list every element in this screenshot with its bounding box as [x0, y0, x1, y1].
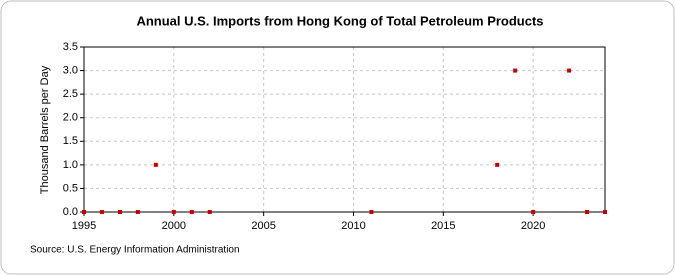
plot-frame: [83, 46, 606, 213]
source-note: Source: U.S. Energy Information Administ…: [30, 245, 240, 256]
point: [207, 210, 212, 214]
point: [585, 210, 590, 214]
point: [567, 68, 572, 73]
y-tick-label: 0.5: [63, 182, 78, 194]
point: [135, 210, 140, 214]
point: [189, 210, 194, 214]
point: [153, 162, 158, 167]
point: [603, 210, 607, 214]
point: [495, 162, 500, 167]
y-tick-label: 1.0: [63, 159, 78, 171]
y-tick-label: 2.0: [63, 112, 78, 124]
y-tick-label: 3.0: [63, 64, 78, 76]
x-tick-label: 2020: [521, 220, 545, 232]
y-tick-label: 3.5: [63, 41, 78, 53]
y-tick-label: 1.5: [63, 135, 78, 147]
point: [171, 210, 176, 214]
x-tick-label: 2000: [162, 220, 186, 232]
point: [99, 210, 104, 214]
point: [117, 210, 122, 214]
point: [531, 210, 536, 214]
y-tick-label: 0.0: [63, 206, 78, 218]
x-tick-label: 2015: [431, 220, 455, 232]
point: [82, 210, 86, 214]
point: [513, 68, 518, 73]
x-tick-label: 2005: [251, 220, 275, 232]
x-tick-label: 1995: [72, 220, 96, 232]
point: [369, 210, 374, 214]
y-axis-label: Thousand Barrels per Day: [39, 65, 51, 194]
x-tick-label: 2010: [341, 220, 365, 232]
y-tick-label: 2.5: [63, 88, 78, 100]
chart-title: Annual U.S. Imports from Hong Kong of To…: [136, 13, 543, 28]
